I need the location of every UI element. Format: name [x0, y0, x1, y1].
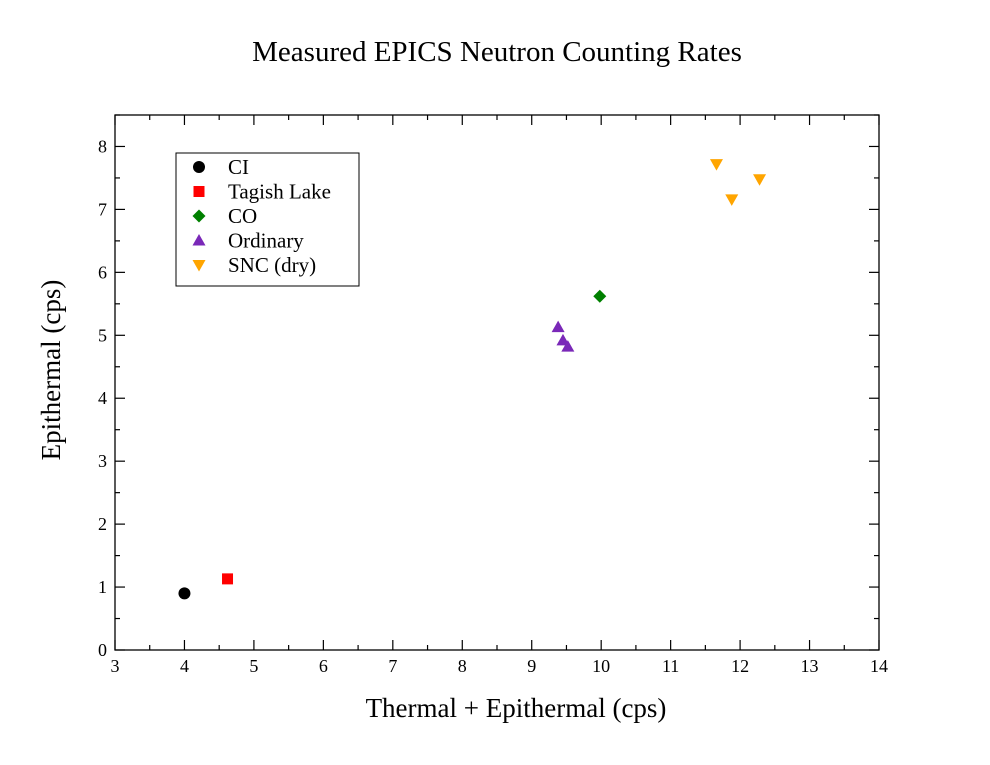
- x-tick-label: 6: [319, 656, 328, 676]
- legend-entry: CI: [193, 155, 249, 179]
- data-points: [178, 159, 767, 600]
- series-tagish-lake: [222, 573, 234, 585]
- x-tick-label: 12: [731, 656, 749, 676]
- data-point: [178, 587, 191, 600]
- x-tick-label: 7: [388, 656, 397, 676]
- y-axis-label: Epithermal (cps): [36, 280, 66, 461]
- legend-marker: [193, 161, 205, 173]
- legend-label: SNC (dry): [228, 253, 316, 277]
- legend-entry: SNC (dry): [192, 253, 316, 277]
- y-tick-label: 6: [98, 262, 107, 282]
- y-tick-label: 7: [98, 199, 107, 219]
- x-tick-label: 5: [249, 656, 258, 676]
- legend-marker: [192, 260, 206, 272]
- y-axis-tick-labels: 0 1 2 3 4 5 6 7 8: [98, 136, 107, 660]
- y-tick-label: 5: [98, 325, 107, 345]
- x-tick-label: 3: [111, 656, 120, 676]
- y-axis-ticks: [115, 114, 879, 651]
- legend-entry: Ordinary: [192, 229, 304, 253]
- data-point: [222, 573, 234, 585]
- legend-label: CO: [228, 204, 257, 228]
- y-tick-label: 0: [98, 640, 107, 660]
- data-point: [551, 320, 565, 333]
- x-axis-ticks: [114, 115, 880, 650]
- legend-marker: [192, 234, 206, 246]
- series-snc-dry: [709, 159, 767, 206]
- x-tick-label: 8: [458, 656, 467, 676]
- series-ci: [178, 587, 191, 600]
- x-tick-label: 11: [662, 656, 679, 676]
- y-tick-label: 4: [98, 388, 107, 408]
- legend-box: [175, 152, 360, 287]
- legend-marker: [192, 209, 206, 223]
- legend-entry: CO: [192, 204, 257, 228]
- legend-label: Ordinary: [228, 229, 304, 253]
- x-tick-label: 13: [801, 656, 819, 676]
- legend-label: Tagish Lake: [228, 180, 331, 204]
- x-tick-label: 10: [592, 656, 610, 676]
- y-tick-label: 2: [98, 514, 107, 534]
- data-point: [561, 340, 575, 352]
- legend-label: CI: [228, 155, 249, 179]
- chart-title: Measured EPICS Neutron Counting Rates: [252, 36, 742, 68]
- y-tick-label: 8: [98, 136, 107, 156]
- data-point: [725, 194, 739, 206]
- data-point: [709, 159, 723, 171]
- x-tick-label: 4: [180, 656, 189, 676]
- x-tick-label: 9: [527, 656, 536, 676]
- legend-marker: [193, 186, 205, 197]
- series-co: [593, 289, 607, 303]
- series-ordinary: [551, 320, 575, 352]
- data-point: [556, 333, 570, 346]
- y-tick-label: 1: [98, 577, 107, 597]
- legend-entry: Tagish Lake: [193, 180, 331, 204]
- data-point: [593, 289, 607, 303]
- data-point: [753, 174, 767, 186]
- x-axis-label: Thermal + Epithermal (cps): [366, 693, 667, 723]
- x-axis-tick-labels: 3 4 5 6 7 8 9 10 11 12 13 14: [111, 656, 889, 676]
- x-tick-label: 14: [870, 656, 888, 676]
- y-tick-label: 3: [98, 451, 107, 471]
